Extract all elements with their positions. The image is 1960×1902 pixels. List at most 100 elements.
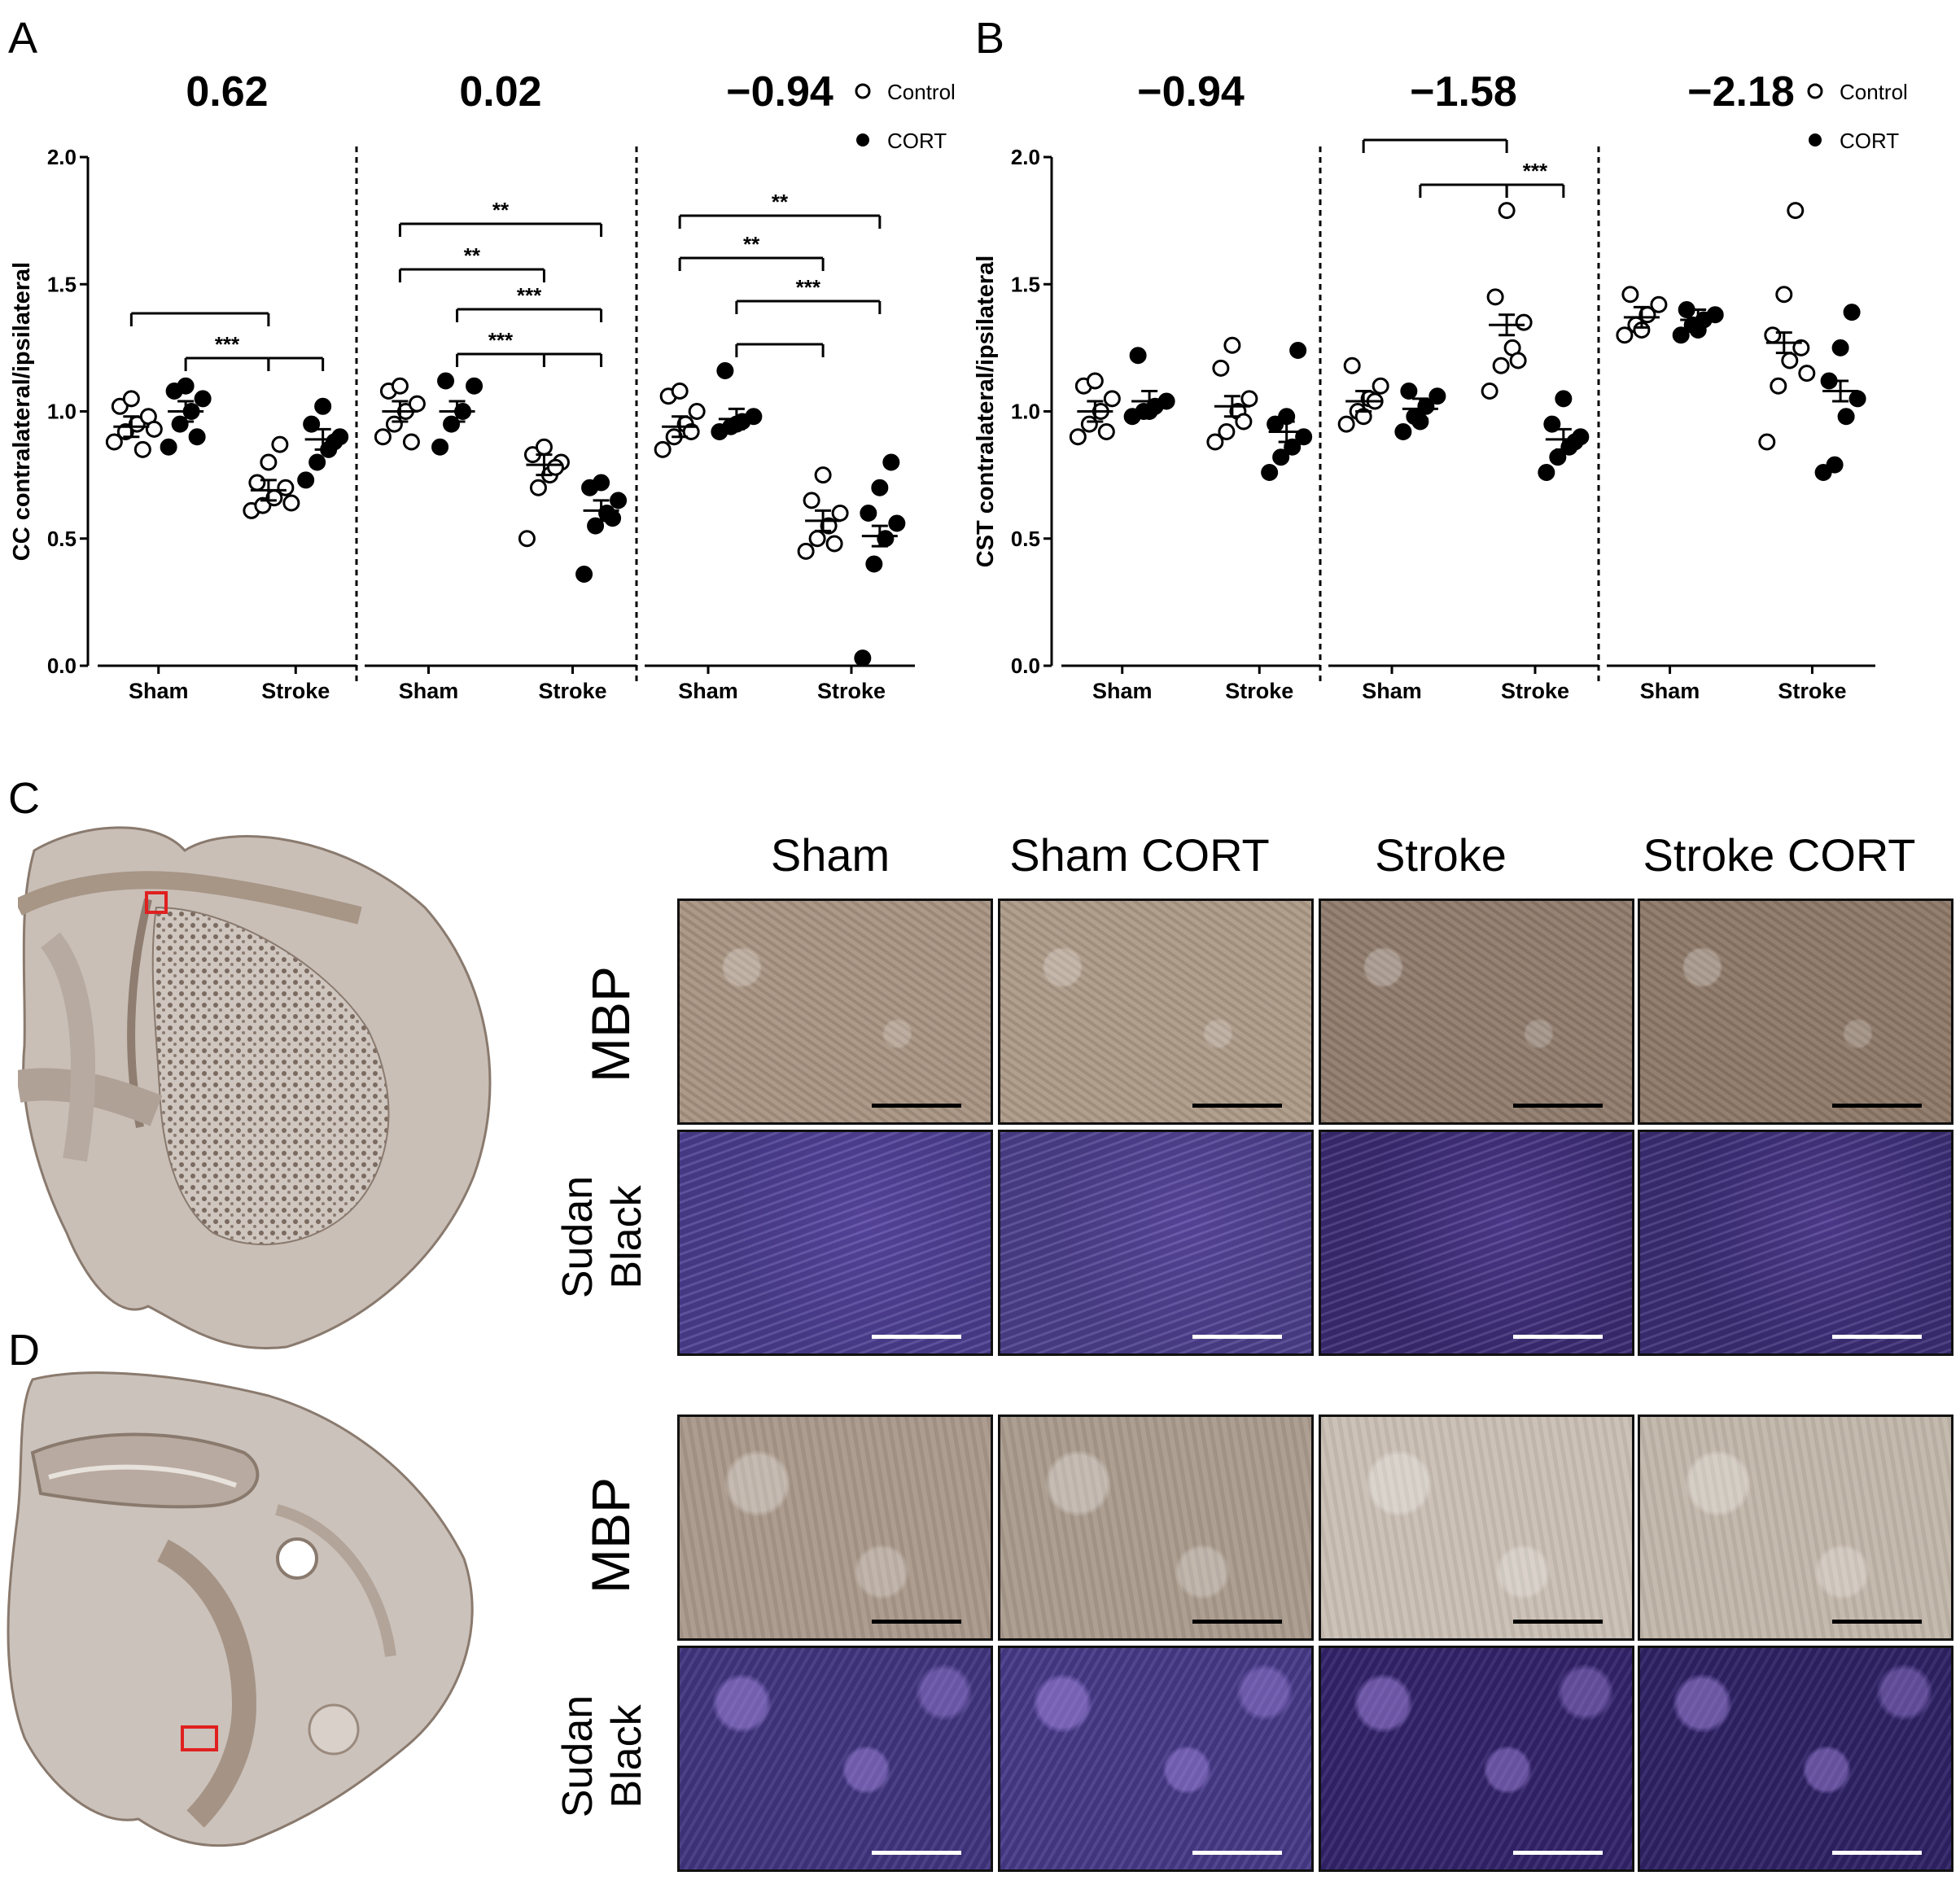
data-point-cort bbox=[587, 517, 605, 535]
x-tick-label-stroke: Stroke bbox=[817, 679, 886, 703]
roi-box-c bbox=[145, 891, 168, 914]
column-title-sham-cort: Sham CORT bbox=[1009, 829, 1270, 881]
y-tick-label: 1.0 bbox=[47, 400, 77, 424]
scale-bar bbox=[1192, 1335, 1282, 1339]
data-point-control bbox=[671, 383, 689, 400]
brain-section-d bbox=[0, 1363, 488, 1852]
micrograph-mbp-sham-cort-c bbox=[998, 899, 1314, 1125]
subplot-title: −0.94 bbox=[1137, 68, 1245, 116]
data-point-cort bbox=[1428, 387, 1446, 405]
scale-bar bbox=[1192, 1104, 1282, 1108]
legend-cort-marker bbox=[1809, 133, 1822, 146]
subplot-title: −0.94 bbox=[726, 68, 833, 116]
data-point-cort bbox=[1566, 433, 1584, 451]
data-point-cort bbox=[194, 390, 212, 408]
data-point-cort bbox=[303, 415, 321, 433]
data-point-cort bbox=[1295, 428, 1313, 446]
data-point-control bbox=[282, 494, 300, 512]
data-point-cort bbox=[871, 479, 889, 496]
x-tick-label-sham: Sham bbox=[129, 679, 189, 703]
y-tick-label: 0.0 bbox=[47, 654, 77, 678]
data-point-cort bbox=[177, 377, 195, 395]
subplot-title: 0.02 bbox=[459, 68, 541, 116]
data-point-control bbox=[1616, 326, 1634, 344]
x-tick-label-stroke: Stroke bbox=[1778, 679, 1846, 703]
panel-label-d: D bbox=[8, 1326, 40, 1375]
panel-label-c: C bbox=[8, 774, 40, 823]
data-point-cort bbox=[1129, 347, 1147, 365]
scale-bar bbox=[1192, 1851, 1282, 1855]
data-point-control bbox=[529, 479, 547, 496]
data-point-control bbox=[546, 458, 564, 476]
brain-section-c bbox=[18, 818, 506, 1355]
micrograph-sudan-stroke-cort-c bbox=[1638, 1130, 1953, 1356]
y-tick-label: 1.5 bbox=[47, 272, 77, 296]
micrograph-sudan-stroke-d bbox=[1319, 1646, 1634, 1872]
y-axis-label: CC contralateral/ipsilateral bbox=[9, 262, 35, 561]
data-point-control bbox=[145, 420, 163, 438]
data-point-cort bbox=[1848, 390, 1866, 408]
y-tick-label: 0.5 bbox=[1011, 527, 1040, 551]
data-point-control bbox=[1758, 433, 1776, 451]
x-tick-label-sham: Sham bbox=[399, 679, 459, 703]
data-point-cort bbox=[1837, 408, 1855, 426]
row-label-black-c: Black bbox=[603, 1185, 650, 1289]
data-point-control bbox=[271, 435, 289, 453]
y-tick-label: 0.0 bbox=[1011, 654, 1040, 678]
significance-label: ** bbox=[772, 190, 789, 214]
data-point-cort bbox=[1394, 423, 1412, 440]
scale-bar bbox=[1192, 1620, 1282, 1624]
scale-bar bbox=[1832, 1104, 1922, 1108]
scale-bar bbox=[1832, 1335, 1922, 1339]
data-point-cort bbox=[865, 555, 883, 573]
micrograph-mbp-stroke-c bbox=[1319, 899, 1634, 1125]
x-tick-label-sham: Sham bbox=[1362, 679, 1422, 703]
data-point-cort bbox=[882, 453, 900, 471]
data-point-control bbox=[797, 542, 815, 560]
y-axis-label: CST contralateral/ipsilateral bbox=[973, 256, 999, 568]
data-point-control bbox=[803, 492, 820, 509]
significance-label: ** bbox=[743, 232, 760, 256]
micrograph-sudan-sham-cort-c bbox=[998, 1130, 1314, 1356]
data-point-control bbox=[1372, 377, 1389, 395]
data-point-control bbox=[820, 517, 838, 535]
data-point-control bbox=[1781, 352, 1799, 369]
micrograph-mbp-stroke-cort-c bbox=[1638, 899, 1953, 1125]
data-point-control bbox=[1223, 336, 1241, 354]
data-point-cort bbox=[1261, 464, 1279, 481]
data-point-cort bbox=[314, 397, 332, 415]
data-point-cort bbox=[745, 408, 763, 426]
data-point-cort bbox=[1272, 448, 1290, 466]
data-point-control bbox=[1481, 383, 1498, 400]
data-point-control bbox=[682, 423, 700, 440]
data-point-control bbox=[688, 403, 706, 420]
x-tick-label-stroke: Stroke bbox=[1501, 679, 1569, 703]
data-point-control bbox=[1069, 428, 1087, 446]
data-point-cort bbox=[437, 372, 455, 390]
scale-bar bbox=[872, 1335, 961, 1339]
data-point-control bbox=[248, 474, 266, 492]
significance-label: ** bbox=[492, 198, 510, 222]
data-point-control bbox=[260, 453, 278, 471]
data-point-control bbox=[535, 438, 553, 456]
significance-label: *** bbox=[215, 332, 240, 356]
data-point-control bbox=[1509, 352, 1527, 369]
significance-label: ** bbox=[464, 243, 481, 268]
significance-label: *** bbox=[1523, 159, 1548, 183]
data-point-control bbox=[133, 440, 151, 458]
y-tick-label: 1.5 bbox=[1011, 272, 1040, 296]
data-point-cort bbox=[160, 438, 177, 456]
data-point-control bbox=[1235, 413, 1253, 431]
data-point-control bbox=[831, 505, 849, 522]
scale-bar bbox=[1513, 1620, 1603, 1624]
data-point-control bbox=[1792, 339, 1810, 356]
subplot-title: −1.58 bbox=[1410, 68, 1517, 116]
data-point-cort bbox=[1538, 464, 1555, 481]
data-point-cort bbox=[854, 649, 872, 667]
y-tick-label: 2.0 bbox=[47, 145, 77, 169]
data-point-cort bbox=[308, 453, 326, 471]
data-point-cort bbox=[716, 362, 734, 379]
data-point-control bbox=[116, 423, 134, 440]
subplot-title: 0.62 bbox=[186, 68, 268, 116]
legend-cort-label: CORT bbox=[887, 129, 947, 153]
